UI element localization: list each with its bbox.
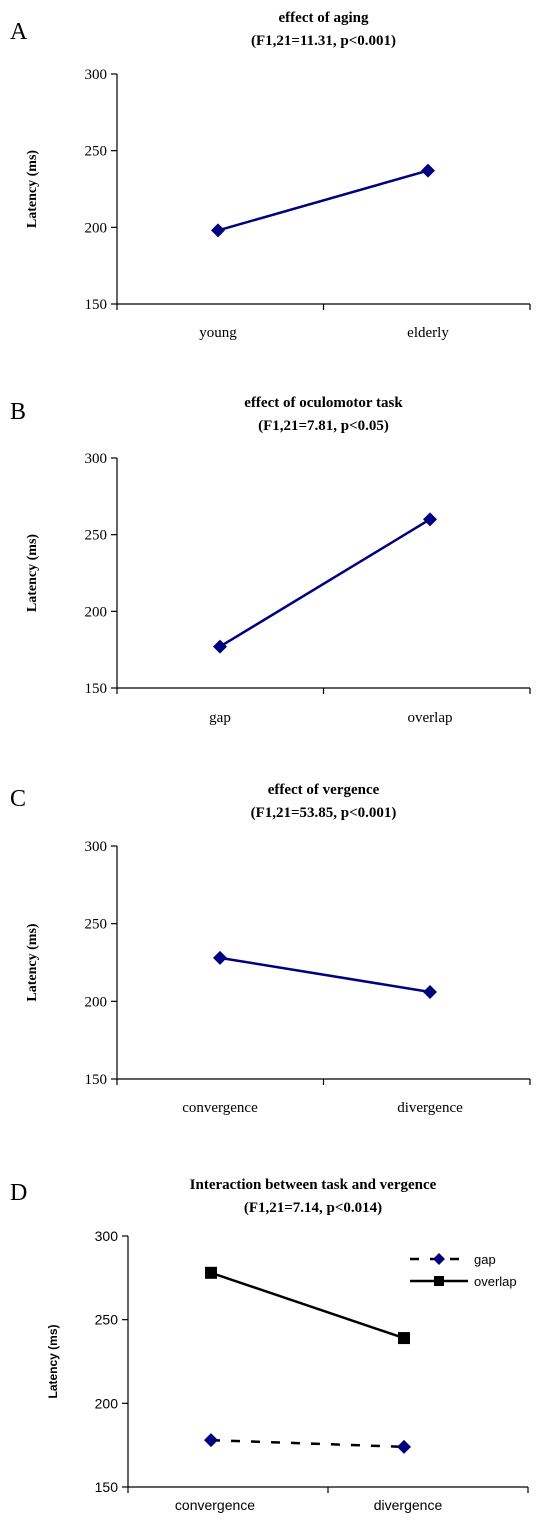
chart-subtitle: (F1,21=11.31, p<0.001) <box>251 33 396 49</box>
panel-letter: A <box>10 19 28 45</box>
y-tick-label: 250 <box>85 144 108 160</box>
y-tick-label: 300 <box>85 839 108 855</box>
data-point-diamond <box>213 950 227 965</box>
x-category-label: divergence <box>397 1100 463 1116</box>
legend-marker-diamond <box>433 1253 445 1265</box>
data-point-diamond <box>423 985 437 1000</box>
x-category-label: elderly <box>407 325 449 341</box>
chart-title: effect of vergence <box>268 782 380 798</box>
y-axis-label: Latency (ms) <box>25 923 40 1001</box>
x-category-label: divergence <box>374 1497 443 1513</box>
legend-marker-square <box>434 1276 444 1286</box>
y-tick-label: 250 <box>85 917 108 933</box>
y-tick-label: 300 <box>85 67 108 83</box>
y-tick-label: 300 <box>85 451 108 467</box>
chart-title: effect of oculomotor task <box>244 395 403 411</box>
panel-letter: C <box>10 786 26 812</box>
series-line-gap <box>210 1438 405 1449</box>
chart-subtitle: (F1,21=53.85, p<0.001) <box>251 805 397 821</box>
series-line <box>217 169 429 232</box>
x-category-label: gap <box>209 710 231 726</box>
y-tick-label: 200 <box>95 1395 119 1411</box>
y-tick-label: 150 <box>85 1072 108 1088</box>
x-category-label: overlap <box>408 710 453 726</box>
y-axis-label: Latency (ms) <box>25 150 40 228</box>
series-line <box>219 518 431 648</box>
legend-label-gap: gap <box>474 1252 496 1267</box>
chart-title: Interaction between task and vergence <box>190 1177 437 1193</box>
chart-panel-d: D Interaction between task and vergence (F… <box>10 1177 529 1513</box>
chart-subtitle: (F1,21=7.14, p<0.014) <box>244 1200 382 1216</box>
y-tick-label: 200 <box>85 604 108 620</box>
data-point-diamond <box>211 223 225 238</box>
chart-subtitle: (F1,21=7.81, p<0.05) <box>258 418 389 434</box>
legend: gap overlap <box>410 1252 517 1289</box>
panel-letter: D <box>10 1180 27 1206</box>
chart-title: effect of aging <box>279 10 369 26</box>
y-tick-label: 150 <box>85 297 108 313</box>
x-category-label: convergence <box>175 1497 255 1513</box>
data-point-diamond <box>421 163 435 178</box>
series-line-overlap <box>210 1271 405 1340</box>
y-tick-label: 200 <box>85 220 108 236</box>
x-category-label: young <box>199 325 237 341</box>
y-tick-label: 250 <box>85 528 108 544</box>
data-point-diamond <box>213 639 227 654</box>
y-axis-label: Latency (ms) <box>25 534 40 612</box>
y-tick-label: 150 <box>85 681 108 697</box>
panel-letter: B <box>10 399 26 425</box>
series-line <box>219 956 431 994</box>
data-point-diamond <box>397 1439 411 1454</box>
y-tick-label: 200 <box>85 994 108 1010</box>
data-point-diamond <box>204 1433 218 1448</box>
legend-label-overlap: overlap <box>474 1274 517 1289</box>
y-tick-label: 300 <box>95 1228 119 1244</box>
data-point-diamond <box>423 512 437 527</box>
y-tick-label: 250 <box>95 1312 119 1328</box>
x-category-label: convergence <box>182 1100 258 1116</box>
data-point-square <box>398 1332 410 1345</box>
y-axis-label: Latency (ms) <box>46 1324 60 1398</box>
data-point-square <box>205 1266 217 1279</box>
y-tick-label: 150 <box>95 1479 119 1495</box>
